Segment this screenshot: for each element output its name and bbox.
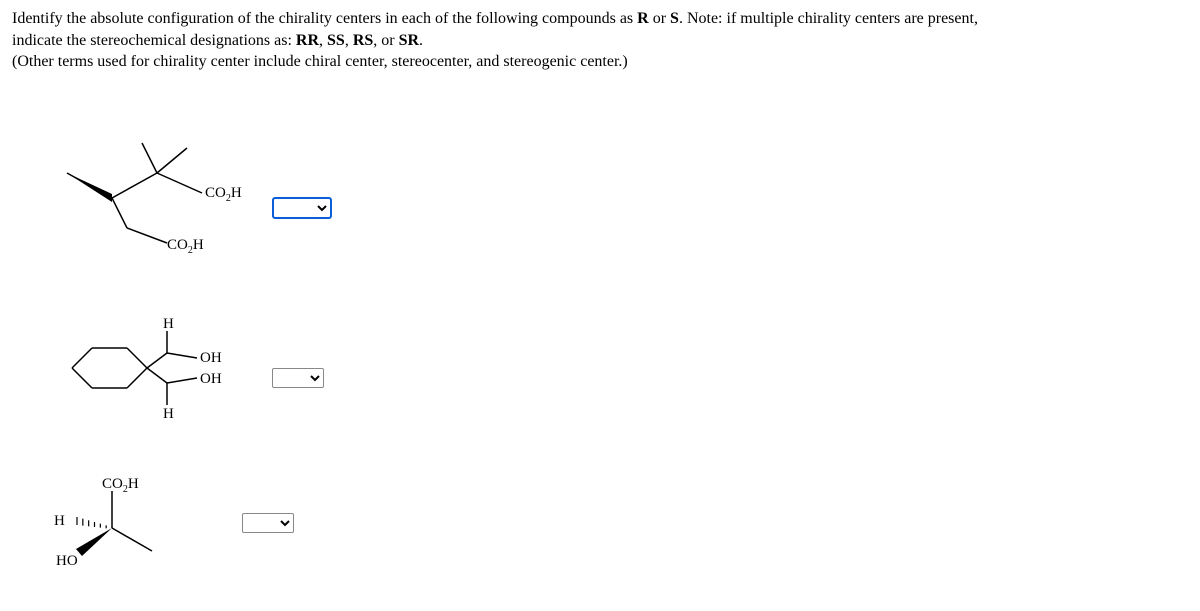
- answer-select-2[interactable]: [272, 368, 324, 388]
- text-bold: RS: [353, 32, 373, 49]
- text: .: [419, 32, 423, 49]
- instructions: Identify the absolute configuration of t…: [12, 8, 1188, 73]
- structure-2: H H OH OH: [52, 313, 252, 443]
- svg-text:OH: OH: [200, 350, 222, 366]
- text-bold: R: [637, 10, 649, 27]
- answer-select-1[interactable]: [272, 197, 332, 219]
- problem-3: CO2H H HO: [52, 473, 1188, 573]
- instruction-line-3: (Other terms used for chirality center i…: [12, 51, 1188, 73]
- instruction-line-1: Identify the absolute configuration of t…: [12, 8, 1188, 30]
- text: . Note: if multiple chirality centers ar…: [679, 10, 978, 27]
- text-bold: RR: [296, 32, 319, 49]
- text: ,: [345, 32, 353, 49]
- text: ,: [319, 32, 327, 49]
- problem-1: CO2H CO2H: [52, 133, 1188, 283]
- svg-text:OH: OH: [200, 371, 222, 387]
- text-bold: SR: [399, 32, 419, 49]
- text-bold: S: [670, 10, 679, 27]
- svg-text:H: H: [163, 316, 174, 332]
- svg-text:CO2H: CO2H: [102, 476, 139, 495]
- svg-text:CO2H: CO2H: [205, 185, 242, 204]
- structure-1: CO2H CO2H: [52, 133, 252, 283]
- structure-3: CO2H H HO: [52, 473, 222, 573]
- svg-text:H: H: [54, 513, 65, 529]
- text-bold: SS: [327, 32, 345, 49]
- svg-text:CO2H: CO2H: [167, 237, 204, 256]
- answer-select-3[interactable]: [242, 513, 294, 533]
- problems-container: CO2H CO2H H H OH OH CO2H H HO: [12, 133, 1188, 573]
- svg-text:HO: HO: [56, 553, 78, 569]
- text: , or: [373, 32, 398, 49]
- text: Identify the absolute configuration of t…: [12, 10, 637, 27]
- problem-2: H H OH OH: [52, 313, 1188, 443]
- instruction-line-2: indicate the stereochemical designations…: [12, 30, 1188, 52]
- text: indicate the stereochemical designations…: [12, 32, 296, 49]
- text: or: [649, 10, 670, 27]
- svg-text:H: H: [163, 406, 174, 422]
